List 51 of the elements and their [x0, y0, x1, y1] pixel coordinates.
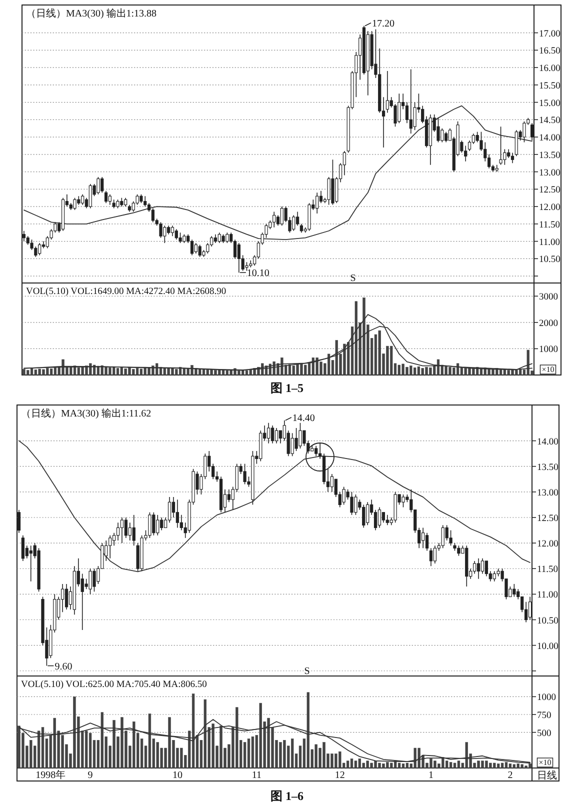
- text: ×10: [538, 758, 552, 767]
- y-tick-label: 12.50: [539, 186, 561, 196]
- chart-title: （日线）MA3(30) 输出1:11.62: [21, 408, 152, 420]
- y-tick-label: 15.00: [539, 98, 561, 109]
- text: ×10: [542, 365, 554, 374]
- y-tick-label: 16.50: [539, 46, 561, 57]
- caption: 图 1–5: [270, 381, 304, 395]
- x-tick-label: 1: [428, 770, 434, 781]
- y-tick-label: 10.00: [537, 642, 559, 652]
- text: 日线: [537, 770, 557, 782]
- annotation: S: [304, 666, 310, 677]
- y-tick-label: 11.50: [537, 565, 558, 576]
- x-tick-label: 9: [88, 770, 93, 781]
- chart-title: （日线）MA3(30) 输出1:13.88: [26, 8, 157, 20]
- annotation: 14.40: [292, 412, 315, 424]
- y-tick-label: 13.50: [539, 150, 561, 161]
- y-tick-label: 12.00: [539, 203, 561, 214]
- y-tick-label: 13.00: [539, 168, 561, 178]
- y-tick-label: 2000: [539, 318, 558, 329]
- y-tick-label: 1000: [537, 693, 556, 704]
- x-tick-label: 2: [508, 770, 513, 781]
- x-tick-label: 10: [172, 770, 182, 781]
- y-tick-label: 16.00: [539, 64, 561, 74]
- y-tick-label: 13.00: [537, 488, 559, 498]
- x-tick-label: 11: [252, 770, 262, 781]
- y-tick-label: 11.00: [537, 590, 558, 601]
- chart-title: VOL(5.10) VOL:1649.00 MA:4272.40 MA:2608.90: [26, 287, 226, 297]
- y-tick-label: 14.00: [539, 134, 561, 144]
- x-tick-label: 12: [334, 770, 345, 781]
- y-tick-label: 11.00: [539, 238, 560, 248]
- y-tick-label: 12.00: [537, 540, 559, 550]
- y-tick-label: 13.50: [537, 462, 559, 473]
- y-tick-label: 14.50: [539, 116, 561, 126]
- x-tick-label: 1998年: [36, 769, 66, 781]
- y-tick-label: 750: [537, 711, 552, 722]
- annotation: 17.20: [372, 18, 394, 30]
- y-tick-label: 10.50: [539, 255, 561, 266]
- annotation: S: [350, 273, 356, 284]
- y-tick-label: 12.50: [537, 514, 559, 524]
- y-tick-label: 500: [537, 728, 552, 739]
- y-tick-label: 17.00: [539, 29, 561, 40]
- y-tick-label: 14.00: [537, 437, 559, 448]
- caption: 图 1–6: [270, 789, 304, 803]
- y-tick-label: 11.50: [539, 220, 560, 230]
- y-tick-label: 10.50: [537, 616, 559, 626]
- annotation: 9.60: [54, 661, 72, 672]
- y-tick-label: 1000: [539, 345, 558, 356]
- chart-title: VOL(5.10) VOL:625.00 MA:705.40 MA:806.50: [21, 680, 208, 690]
- y-tick-label: 3000: [539, 292, 558, 303]
- y-tick-label: 15.50: [539, 81, 561, 92]
- annotation: 10.10: [246, 268, 270, 280]
